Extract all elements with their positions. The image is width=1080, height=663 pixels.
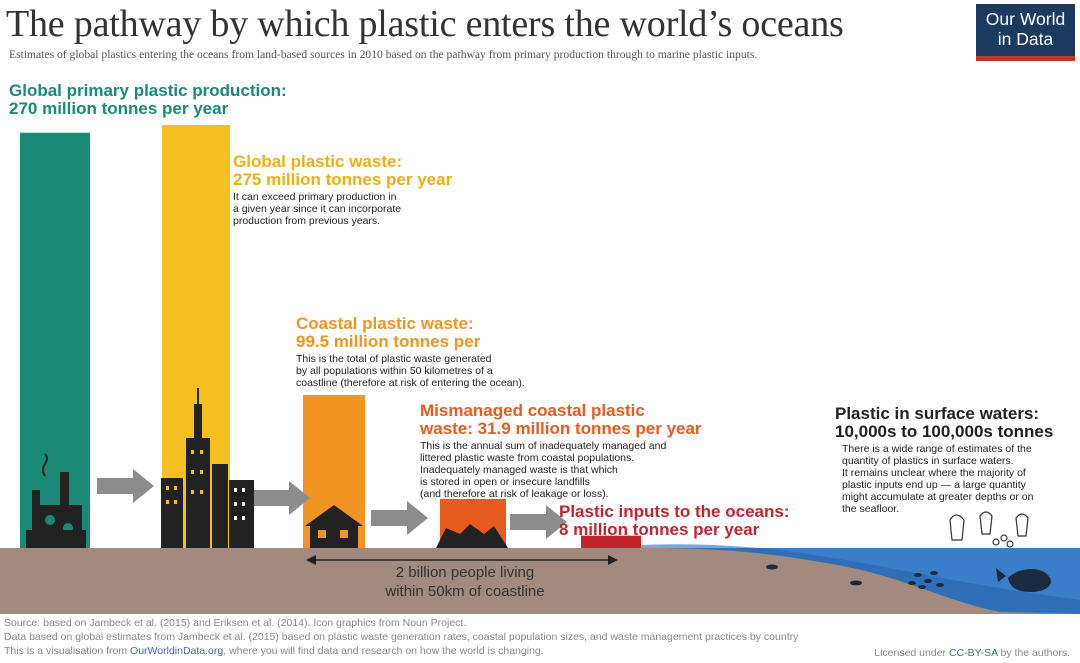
coastal-waste-heading: Coastal plastic waste: — [296, 314, 474, 333]
license-note: Licensed under CC-BY-SA by the authors. — [874, 647, 1070, 659]
footer-source: Source: based on Jambeck et al. (2015) a… — [4, 617, 467, 629]
mismanaged-label: Mismanaged coastal plastic waste: 31.9 m… — [420, 401, 702, 501]
footer-visual: This is a visualisation from OurWorldinD… — [4, 645, 544, 657]
coastline-span-arrow — [306, 555, 618, 565]
flow-arrow-1 — [97, 469, 154, 503]
bar-primary-production — [20, 132, 90, 548]
surface-waters-label: Plastic in surface waters: 10,000s to 10… — [835, 404, 1054, 516]
ocean-inputs-heading: Plastic inputs to the oceans: — [559, 502, 790, 521]
global-waste-label: Global plastic waste: 275 million tonnes… — [233, 152, 453, 228]
production-label: Global primary plastic production: 270 m… — [9, 82, 287, 118]
shore — [600, 544, 1080, 600]
ocean-inputs-label: Plastic inputs to the oceans: 8 million … — [559, 503, 790, 539]
flow-arrow-2 — [253, 481, 310, 515]
flow-arrow-4 — [510, 505, 567, 539]
coastal-waste-label: Coastal plastic waste: 99.5 million tonn… — [296, 314, 525, 390]
global-waste-heading: Global plastic waste: — [233, 152, 403, 171]
owid-link[interactable]: OurWorldinData.org — [130, 645, 224, 657]
house-icon — [305, 505, 363, 548]
logo-line-2: in Data — [997, 29, 1054, 49]
license-link[interactable]: CC-BY-SA — [948, 647, 998, 659]
mismanaged-value: waste: 31.9 million tonnes per year — [420, 419, 702, 438]
ocean-inputs-value: 8 million tonnes per year — [559, 520, 760, 539]
arrows — [97, 469, 567, 539]
coastal-waste-value: 99.5 million tonnes per — [296, 332, 481, 351]
global-waste-desc: It can exceed primary production in a gi… — [233, 191, 402, 227]
mismanaged-desc: This is the annual sum of inadequately m… — [420, 440, 667, 500]
coastal-waste-desc: This is the total of plastic waste gener… — [296, 353, 525, 389]
city-icon — [161, 388, 254, 548]
owid-logo[interactable]: Our World in Data — [976, 4, 1075, 61]
surface-value: 10,000s to 100,000s tonnes — [835, 422, 1054, 441]
plastic-bags-icon — [949, 511, 1029, 548]
footer-data: Data based on global estimates from Jamb… — [4, 631, 799, 643]
page-title: The pathway by which plastic enters the … — [6, 3, 844, 45]
page-subtitle: Estimates of global plastics entering th… — [9, 48, 758, 61]
fish-icon — [766, 564, 944, 589]
bar-ocean-inputs — [581, 535, 641, 548]
factory-icon — [26, 453, 86, 548]
global-waste-value: 275 million tonnes per year — [233, 170, 453, 189]
surface-heading: Plastic in surface waters: — [835, 404, 1040, 423]
surface-desc: There is a wide range of estimates of th… — [842, 443, 1034, 515]
landfill-icon — [436, 524, 508, 548]
whale-icon — [996, 568, 1051, 592]
flow-arrow-3 — [371, 501, 428, 535]
footer: Source: based on Jambeck et al. (2015) a… — [4, 616, 798, 658]
production-heading: Global primary plastic production: — [9, 81, 287, 100]
mismanaged-heading: Mismanaged coastal plastic — [420, 401, 645, 420]
production-value: 270 million tonnes per year — [9, 99, 229, 118]
coastline-population-note: 2 billion people living within 50km of c… — [385, 564, 545, 600]
logo-line-1: Our World — [985, 9, 1066, 29]
